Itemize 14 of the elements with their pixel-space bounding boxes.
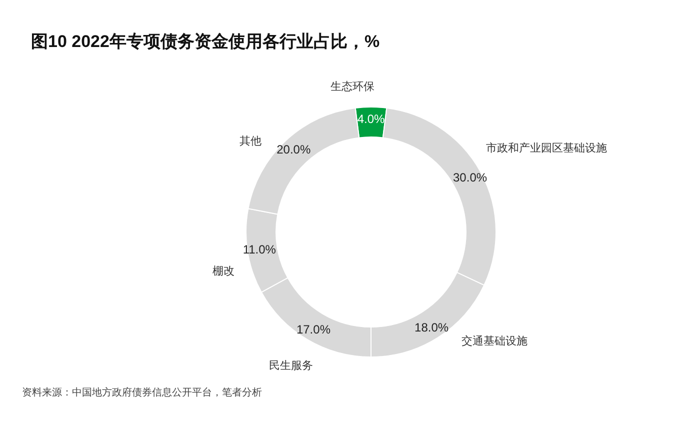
data-label: 30.0% [453, 170, 488, 185]
data-label: 20.0% [276, 142, 311, 157]
data-label: 4.0% [357, 112, 385, 126]
slice-label: 民生服务 [269, 358, 314, 372]
text: 资料来源：中国地方政府债券信息公开平台，笔者分析 [22, 386, 262, 398]
chart-title: 图10 2022年专项债务资金使用各行业占比，% [31, 32, 380, 51]
data-label: 18.0% [414, 320, 449, 334]
slice-label: 棚改 [212, 266, 235, 278]
data-label: 17.0% [296, 322, 331, 336]
data-label: 11.0% [242, 242, 276, 257]
slice-label: 其他 [240, 134, 262, 148]
slice-label: 生态环保 [330, 80, 375, 94]
slice-label: 交通基础设施 [462, 334, 528, 348]
slice-label: 市政和产业园区基础设施 [486, 142, 607, 155]
